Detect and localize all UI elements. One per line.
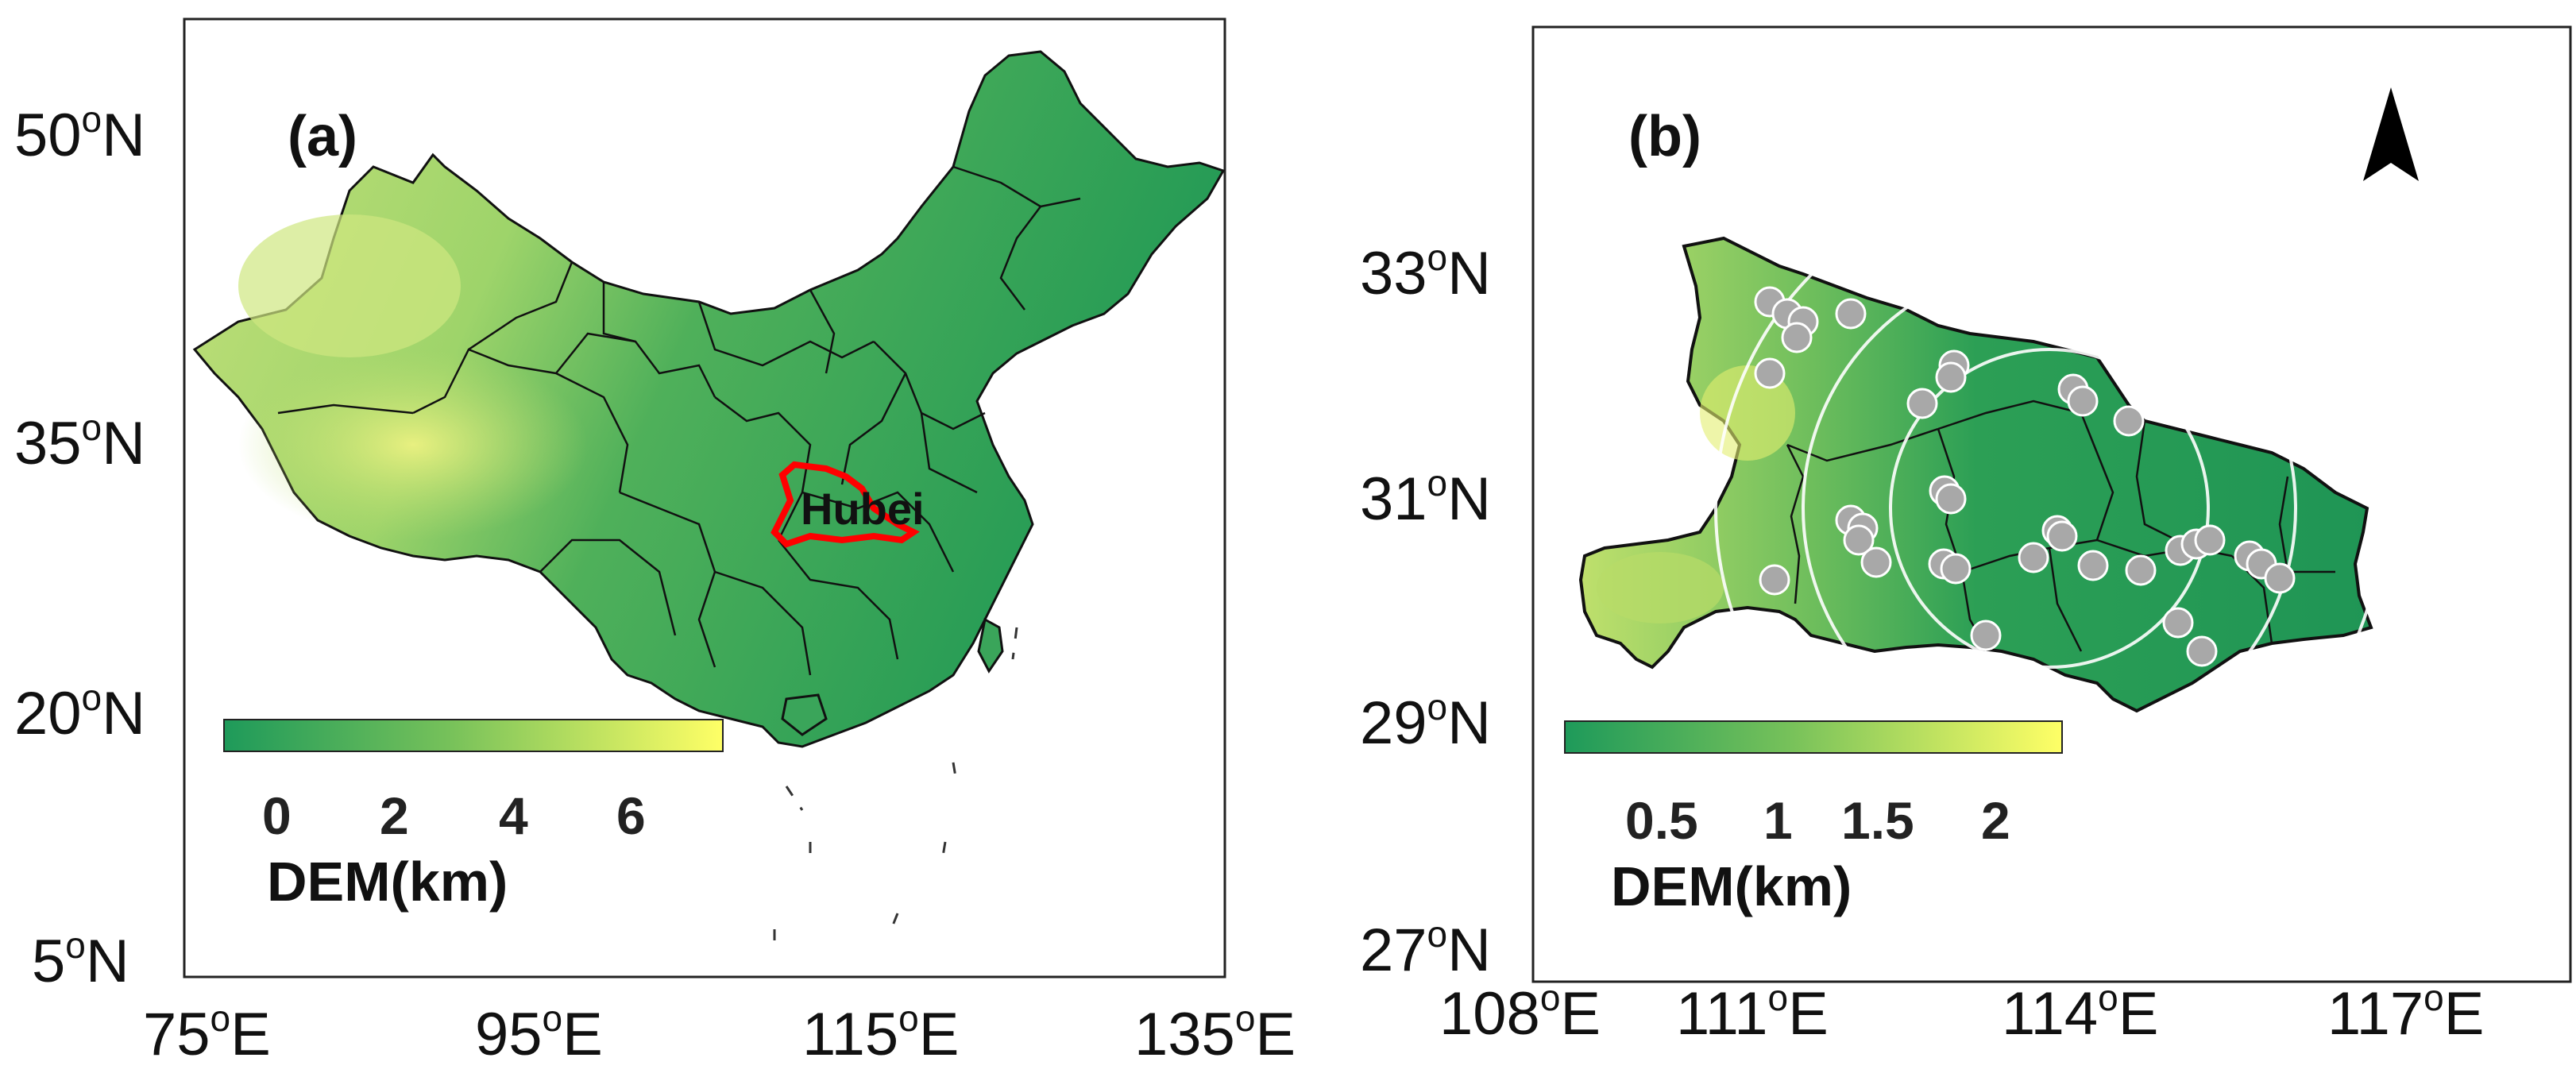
x-tick-label: 115oE [802, 998, 959, 1068]
panel-b-map: (b) 33oN 31oN 29oN 27oN 108oE 111oE 114o… [1360, 25, 2572, 1048]
station-marker [1781, 322, 1813, 353]
stations [1754, 286, 2296, 667]
station-marker [2194, 524, 2226, 556]
south-china-sea-dashes [773, 627, 1018, 949]
station-marker [1940, 553, 1972, 585]
station-marker [2113, 405, 2145, 437]
station-marker [1935, 361, 1967, 393]
x-tick-label: 111oE [1676, 977, 1829, 1048]
y-tick-label: 20oN [14, 677, 145, 747]
x-tick-label: 108oE [1439, 977, 1601, 1048]
x-tick-label: 95oE [475, 998, 603, 1068]
y-tick-label: 33oN [1360, 237, 1491, 307]
colorbar-tick-label: 0 [262, 786, 292, 845]
station-marker [1843, 524, 1875, 556]
taiwan-island [977, 617, 1004, 674]
station-marker [2125, 554, 2157, 586]
hubei-label: Hubei [801, 484, 925, 534]
panel-a-y-axis: 50oN 35oN 20oN 5oN [14, 98, 145, 995]
station-marker [1935, 483, 1967, 515]
panel-b-colorbar: 0.5 1 1.5 2 DEM(km) [1564, 720, 2063, 917]
x-tick-label: 117oE [2327, 977, 2484, 1048]
colorbar-tick-label: 0.5 [1625, 791, 1698, 850]
hainan-island [781, 693, 828, 736]
y-tick-label: 35oN [14, 407, 145, 477]
southwest-highland-shade [1597, 552, 1724, 623]
north-arrow-icon [2363, 87, 2419, 181]
xinjiang-shade [238, 214, 461, 357]
colorbar-gradient [1564, 720, 2063, 754]
station-marker [2046, 520, 2078, 552]
colorbar-gradient [223, 719, 724, 752]
colorbar-tick-label: 1 [1763, 791, 1793, 850]
colorbar-tick-label: 1.5 [1841, 791, 1914, 850]
station-marker [2018, 542, 2049, 573]
x-tick-label: 135oE [1134, 998, 1296, 1068]
station-marker [2264, 562, 2296, 594]
station-marker [1754, 357, 1786, 389]
china-landmass [192, 50, 1226, 748]
y-tick-label: 5oN [32, 925, 129, 995]
station-marker [1906, 388, 1938, 419]
panel-b-label: (b) [1628, 105, 1701, 168]
province-boundaries [277, 165, 1081, 676]
y-tick-label: 50oN [14, 98, 145, 169]
x-tick-label: 114oE [2002, 977, 2158, 1048]
tibetan-plateau-shade [238, 349, 588, 540]
panel-a-label: (a) [288, 105, 357, 168]
y-tick-label: 27oN [1360, 913, 1491, 984]
station-marker [1835, 298, 1867, 330]
y-tick-label: 31oN [1360, 462, 1491, 533]
panel-b-x-axis: 108oE 111oE 114oE 117oE [1439, 977, 2484, 1048]
colorbar-tick-label: 2 [1981, 791, 2010, 850]
station-marker [1970, 620, 2002, 651]
colorbar-tick-label: 6 [616, 786, 646, 845]
station-marker [1860, 546, 1892, 578]
panel-a-x-axis: 75oE 95oE 115oE 135oE [143, 998, 1296, 1068]
station-marker [2077, 550, 2109, 581]
hubei-highlight-outline [770, 461, 920, 548]
panel-a-colorbar: 0 2 4 6 DEM(km) [223, 719, 724, 913]
panel-b-y-axis: 33oN 31oN 29oN 27oN [1360, 237, 1491, 984]
x-tick-label: 75oE [143, 998, 271, 1068]
y-tick-label: 29oN [1360, 686, 1491, 757]
colorbar-title: DEM(km) [267, 851, 508, 913]
colorbar-tick-label: 4 [499, 786, 528, 845]
buffer-circles [1714, 173, 2385, 843]
station-marker [2162, 607, 2194, 639]
station-marker [1759, 564, 1790, 596]
colorbar-tick-label: 2 [380, 786, 409, 845]
colorbar-title: DEM(km) [1611, 855, 1852, 917]
panel-a-map: Hubei (a) 50oN 35oN 20oN 5oN 75oE 95oE 1… [14, 17, 1296, 1068]
station-marker [2186, 635, 2218, 667]
station-marker [2067, 385, 2099, 417]
